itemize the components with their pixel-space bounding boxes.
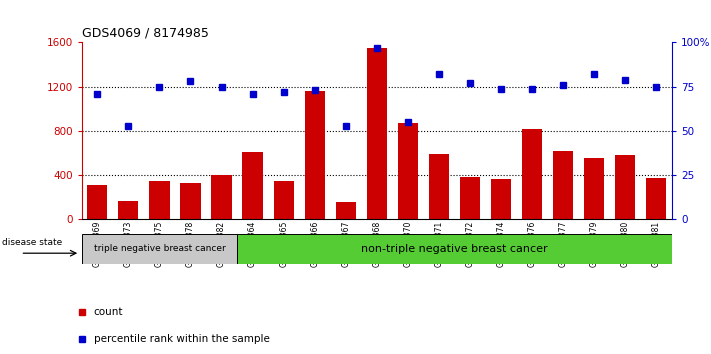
Bar xyxy=(584,158,604,219)
Bar xyxy=(397,123,418,219)
Bar xyxy=(646,178,666,219)
Bar xyxy=(181,183,201,219)
Bar xyxy=(211,175,232,219)
Bar xyxy=(491,178,511,219)
Bar xyxy=(522,129,542,219)
Bar xyxy=(429,154,449,219)
Bar xyxy=(274,181,294,219)
Bar xyxy=(615,155,636,219)
Bar xyxy=(149,181,169,219)
Text: GDS4069 / 8174985: GDS4069 / 8174985 xyxy=(82,27,208,40)
Bar xyxy=(304,91,325,219)
Bar xyxy=(553,151,573,219)
Bar xyxy=(87,185,107,219)
Bar xyxy=(118,201,139,219)
Bar xyxy=(242,152,262,219)
Text: non-triple negative breast cancer: non-triple negative breast cancer xyxy=(361,244,547,254)
Bar xyxy=(237,234,672,264)
Text: count: count xyxy=(94,307,123,318)
Bar xyxy=(367,48,387,219)
Bar xyxy=(82,234,237,264)
Bar xyxy=(336,202,356,219)
Text: disease state: disease state xyxy=(1,238,62,247)
Bar xyxy=(460,177,480,219)
Text: triple negative breast cancer: triple negative breast cancer xyxy=(94,244,225,253)
Text: percentile rank within the sample: percentile rank within the sample xyxy=(94,334,269,344)
